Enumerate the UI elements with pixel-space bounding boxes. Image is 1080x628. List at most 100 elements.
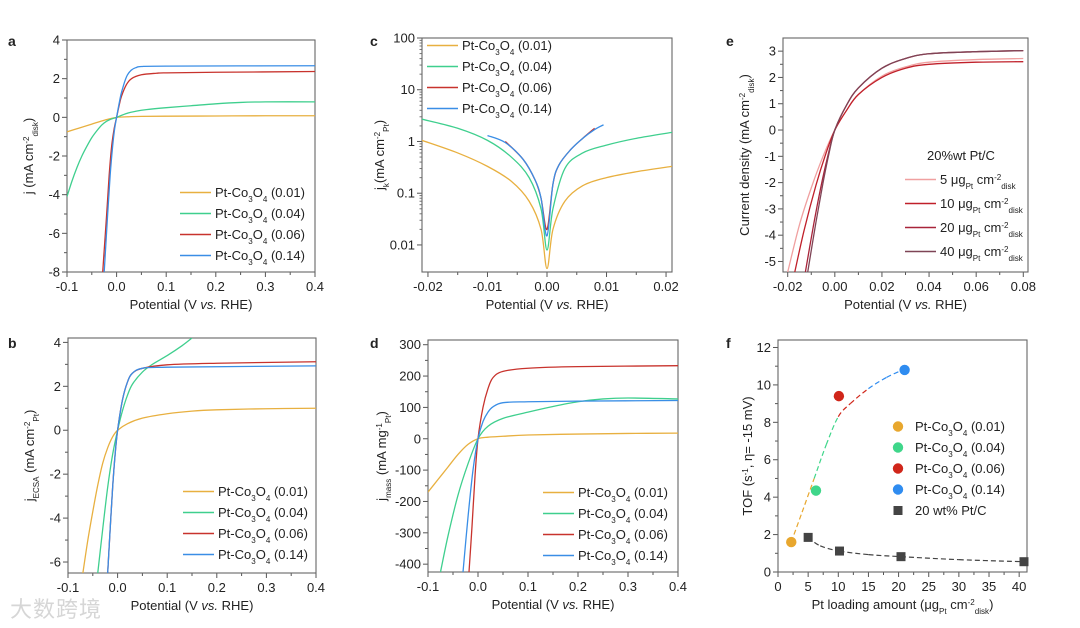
legend-label: Pt-Co3O4 (0.06) bbox=[915, 461, 1005, 480]
x-tick-label: 0.3 bbox=[256, 279, 274, 294]
legend-label: Pt-Co3O4 (0.01) bbox=[218, 484, 308, 503]
legend-label: 5 μgPt cm-2disk bbox=[940, 172, 1017, 191]
x-tick-label: -0.02 bbox=[413, 279, 443, 294]
y-tick-label: -4 bbox=[49, 511, 61, 526]
series-pt-co-3-o-4-0.06--line bbox=[107, 361, 316, 573]
panel-label: c bbox=[370, 33, 378, 49]
x-tick-label: 0.3 bbox=[257, 580, 275, 595]
y-tick-label: 0 bbox=[53, 110, 60, 125]
plot-frame bbox=[782, 37, 1029, 273]
x-tick-label: 15 bbox=[861, 579, 875, 594]
x-tick-label: 20 bbox=[891, 579, 905, 594]
series-pt-co-3-o-4-0.04--line bbox=[67, 101, 315, 197]
y-tick-label: 0 bbox=[54, 423, 61, 438]
y-tick-label: -2 bbox=[49, 467, 61, 482]
series-5-g-pt-cm-2-disk--line bbox=[787, 57, 1024, 272]
x-axis-label: Potential (V vs. RHE) bbox=[492, 597, 615, 612]
x-tick-label: 0.08 bbox=[1011, 279, 1036, 294]
fit-curve-segment bbox=[837, 403, 851, 418]
legend-label: Pt-Co3O4 (0.14) bbox=[462, 101, 552, 120]
legend-label: Pt-Co3O4 (0.01) bbox=[915, 419, 1005, 438]
series-pt-co-3-o-4-0.14--line bbox=[487, 124, 604, 237]
y-tick-label: -1 bbox=[764, 149, 776, 164]
data-point-square bbox=[834, 546, 844, 556]
y-tick-label: 0 bbox=[764, 565, 771, 580]
y-tick-label: -5 bbox=[764, 254, 776, 269]
panel-a: a -0.1 0.0 0.1 0.2 0.3 0.4 -8 -6 -4 -2 0 2 4 Potential… bbox=[8, 33, 324, 313]
x-axis-label: Pt loading amount (μgPt cm-2disk) bbox=[812, 597, 994, 616]
panel-d: d -0.1 0.0 0.1 0.2 0.3 0.4 -400 -300 -200 -100 0 100… bbox=[370, 335, 687, 612]
fit-curve-segment bbox=[868, 554, 902, 558]
y-tick-label: -2 bbox=[48, 149, 60, 164]
x-tick-label: 30 bbox=[952, 579, 966, 594]
legend-label: Pt-Co3O4 (0.04) bbox=[218, 505, 308, 524]
legend-label: Pt-Co3O4 (0.06) bbox=[578, 527, 668, 546]
x-tick-label: 0.1 bbox=[157, 279, 175, 294]
fit-curve-segment bbox=[849, 388, 869, 405]
legend-label: 20 wt% Pt/C bbox=[915, 503, 987, 518]
legend-title: 20%wt Pt/C bbox=[927, 148, 995, 163]
x-tick-label: 0.4 bbox=[307, 580, 325, 595]
series-pt-co-3-o-4-0.14--line bbox=[462, 399, 678, 572]
series-pt-co-3-o-4-0.01--line bbox=[428, 432, 678, 493]
series-pt-co-3-o-4-0.14--line bbox=[107, 365, 316, 573]
legend-label: Pt-Co3O4 (0.04) bbox=[915, 440, 1005, 459]
legend-label: Pt-Co3O4 (0.04) bbox=[578, 506, 668, 525]
y-tick-label: 300 bbox=[399, 337, 421, 352]
y-tick-label: 100 bbox=[399, 400, 421, 415]
y-axis-label: Current density (mA cm-2disk) bbox=[737, 74, 756, 236]
x-tick-label: -0.1 bbox=[417, 579, 439, 594]
y-tick-label: 6 bbox=[764, 452, 771, 467]
y-tick-label: -4 bbox=[764, 228, 776, 243]
y-tick-label: 4 bbox=[54, 335, 61, 350]
data-point-square bbox=[896, 552, 906, 562]
panel-label: f bbox=[726, 335, 731, 351]
y-tick-label: -6 bbox=[49, 555, 61, 570]
series-pt-co-3-o-4-0.04--line bbox=[97, 338, 193, 573]
y-tick-label: 4 bbox=[53, 33, 60, 48]
x-axis-label: Potential (V vs. RHE) bbox=[131, 598, 254, 613]
y-tick-label: -2 bbox=[764, 175, 776, 190]
watermark: 大数跨境 bbox=[10, 598, 103, 623]
panel-label: b bbox=[8, 335, 17, 351]
x-tick-label: 0.02 bbox=[869, 279, 894, 294]
fit-curve-segment bbox=[801, 478, 815, 513]
x-tick-label: 0.1 bbox=[519, 579, 537, 594]
y-axis-label: TOF (s-1, η= -15 mV) bbox=[740, 396, 755, 515]
panel-b: b -0.1 0.0 0.1 0.2 0.3 0.4 -6 -4 -2 0 2 4 Potential (… bbox=[8, 335, 325, 613]
legend-label: Pt-Co3O4 (0.06) bbox=[218, 526, 308, 545]
x-tick-label: 0.0 bbox=[109, 580, 127, 595]
x-tick-label: 0.02 bbox=[653, 279, 678, 294]
series-pt-co-3-o-4-0.06--line bbox=[468, 365, 678, 572]
legend-label: Pt-Co3O4 (0.01) bbox=[462, 38, 552, 57]
y-axis-label: jmass (mA mg-1Pt) bbox=[374, 411, 393, 502]
x-tick-label: 35 bbox=[982, 579, 996, 594]
legend-label: Pt-Co3O4 (0.01) bbox=[215, 185, 305, 204]
plot-frame bbox=[777, 339, 1028, 573]
y-tick-label: -400 bbox=[395, 557, 421, 572]
x-tick-label: 0.04 bbox=[916, 279, 941, 294]
y-axis-label: jECSA (mA cm-2Pt) bbox=[22, 410, 41, 503]
x-tick-label: 0.00 bbox=[534, 279, 559, 294]
series-pt-co-3-o-4-0.04--line bbox=[422, 118, 672, 251]
y-tick-label: -4 bbox=[48, 187, 60, 202]
panel-label: a bbox=[8, 33, 16, 49]
series-pt-co-3-o-4-0.01--line bbox=[422, 139, 672, 270]
y-tick-label: -6 bbox=[48, 226, 60, 241]
panel-c: c -0.02 -0.01 0.00 0.01 0.02 0.01 0.1 1 10 100 Pote… bbox=[370, 31, 679, 313]
x-tick-label: 0.01 bbox=[594, 279, 619, 294]
series-pt-co-3-o-4-0.01--line bbox=[67, 115, 315, 133]
panel-e: e -0.02 0.00 0.02 0.04 0.06 0.08 -5 -4 -3 -2 -1 0 1 2 3… bbox=[726, 33, 1036, 312]
data-point-square bbox=[803, 532, 813, 542]
series-10-g-pt-cm-2-disk--line bbox=[794, 61, 1024, 272]
x-tick-label: -0.1 bbox=[56, 279, 78, 294]
legend-marker-square bbox=[893, 506, 903, 515]
legend-label: 40 μgPt cm-2disk bbox=[940, 244, 1024, 263]
series-pt-co-3-o-4-0.04--line bbox=[439, 397, 678, 572]
y-tick-label: 0.1 bbox=[397, 186, 415, 201]
x-axis-label: Potential (V vs. RHE) bbox=[130, 297, 253, 312]
legend-label: Pt-Co3O4 (0.06) bbox=[462, 80, 552, 99]
x-tick-label: 0 bbox=[774, 579, 781, 594]
legend-label: Pt-Co3O4 (0.14) bbox=[915, 482, 1005, 501]
legend-label: Pt-Co3O4 (0.04) bbox=[462, 59, 552, 78]
